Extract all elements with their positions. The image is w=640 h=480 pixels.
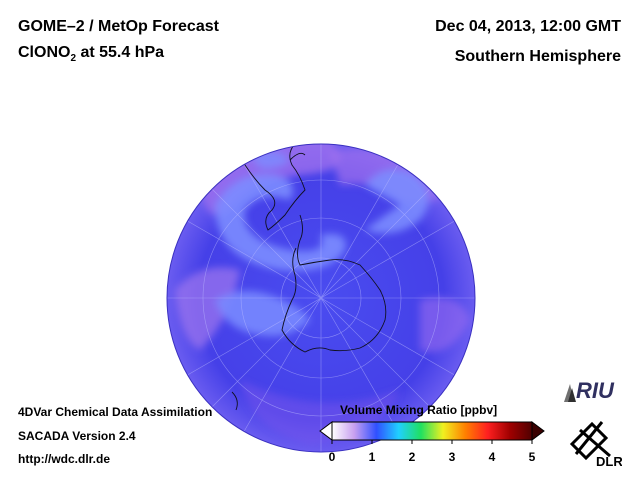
dlr-logo-text: DLR [596,454,622,469]
africa-coast [429,149,471,190]
colorbar-tick-label: 4 [488,450,496,464]
colorbar-bar [331,421,533,441]
riu-logo: RIU [564,378,615,403]
footer-line2: SACADA Version 2.4 [18,429,136,443]
title-species: ClONO2 at 55.4 hPa [18,44,164,64]
species-subscript: 2 [70,53,77,65]
species-suffix: at 55.4 hPa [76,44,165,61]
antarctica-coast [281,214,387,353]
title-line1: GOME–2 / MetOp Forecast [18,18,219,35]
colorbar-tick-label: 1 [368,450,376,464]
species-prefix: ClONO [18,44,71,61]
colorbar-tick-label: 0 [328,450,336,464]
colorbar-tick-label: 3 [448,450,456,464]
footer-line1: 4DVar Chemical Data Assimilation [18,405,213,419]
colorbar [319,421,545,444]
colorbar-tick-label: 5 [528,450,536,464]
region-label: Southern Hemisphere [454,48,621,65]
dlr-logo: DLR [569,421,622,469]
forecast-date: Dec 04, 2013, 12:00 GMT [435,18,621,35]
globe-outline [166,143,476,453]
colorbar-title: Volume Mixing Ratio [ppbv] [340,403,498,417]
colorbar-right-arrow [531,421,545,441]
footer-url: http://wdc.dlr.de [18,452,110,466]
colorbar-tick-label: 2 [408,450,416,464]
colorbar-left-arrow [319,421,333,441]
south-america-coast [219,144,341,231]
graticule [167,144,475,452]
riu-logo-text: RIU [576,378,615,403]
